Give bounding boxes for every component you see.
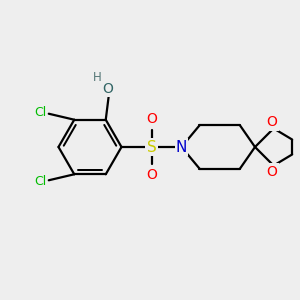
Text: H: H xyxy=(93,71,102,84)
Text: O: O xyxy=(146,112,157,126)
Text: N: N xyxy=(176,140,187,154)
Text: O: O xyxy=(267,116,278,129)
Text: O: O xyxy=(146,168,157,182)
Text: O: O xyxy=(102,82,113,96)
Text: S: S xyxy=(147,140,156,154)
Text: Cl: Cl xyxy=(34,175,46,188)
Text: O: O xyxy=(267,165,278,178)
Text: Cl: Cl xyxy=(34,106,46,119)
